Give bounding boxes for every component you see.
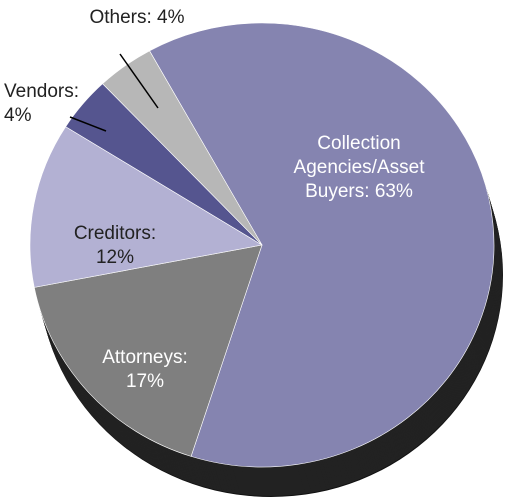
pie-slice [149,22,495,468]
slice-label: Collection Agencies/Asset Buyers: 63% [293,133,425,202]
slice-label: Creditors: 12% [73,223,157,268]
slice-label: Vendors: 4% [4,81,79,126]
leader-line [69,116,107,132]
pie-slice [29,126,263,288]
pie-slice [33,244,263,457]
pie-slice [102,50,263,246]
slice-label: Attorneys: 17% [102,347,188,392]
slice-label: Others: 4% [89,7,185,28]
leader-line [119,53,159,109]
